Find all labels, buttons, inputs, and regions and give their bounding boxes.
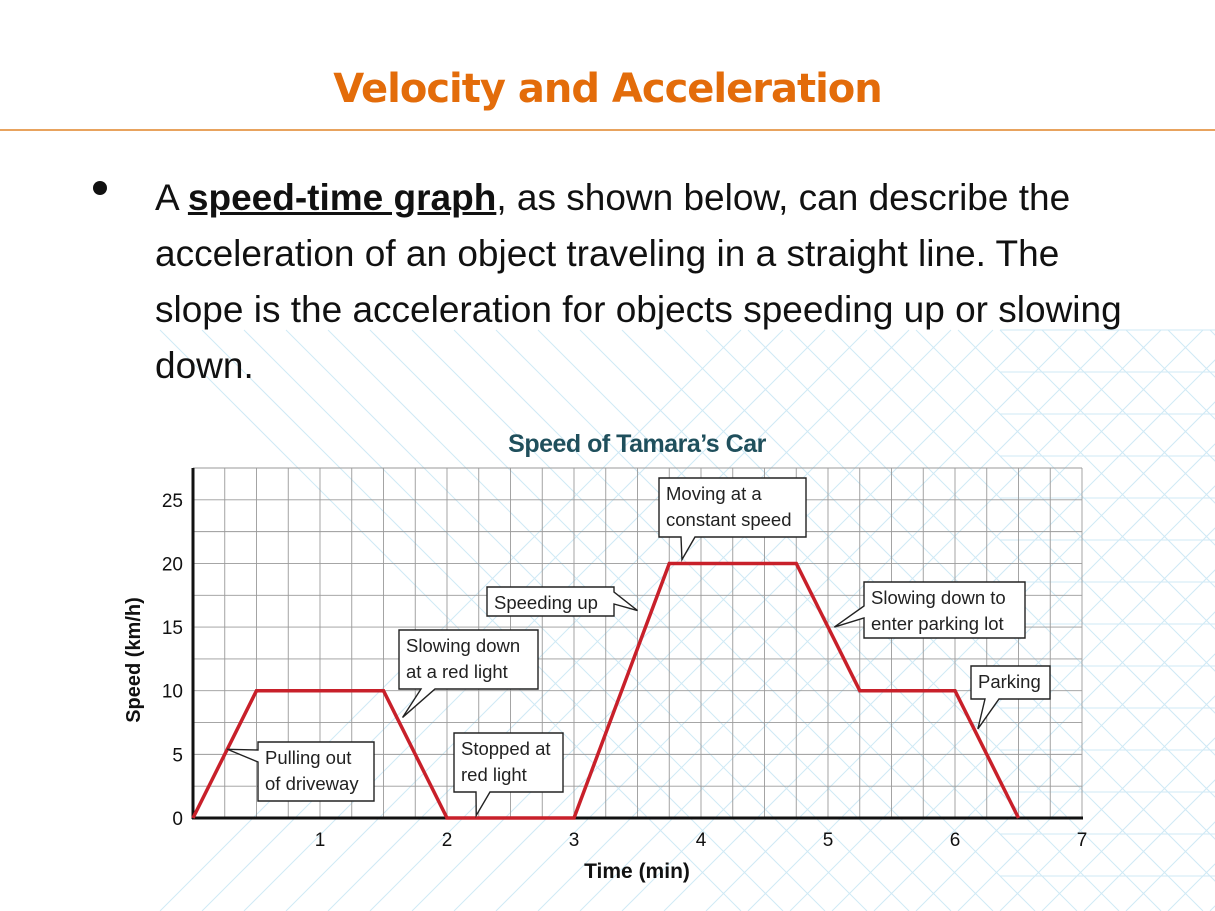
callout-text: constant speed	[666, 509, 791, 530]
x-tick-label: 4	[696, 830, 707, 851]
callout-box	[970, 665, 1051, 730]
callout-text: red light	[461, 764, 527, 785]
y-tick-label: 20	[162, 554, 183, 575]
callout-text: Stopped at	[461, 738, 551, 759]
y-axis-label: Speed (km/h)	[123, 597, 145, 723]
callout: Parking	[970, 665, 1051, 730]
callout-box	[398, 629, 539, 718]
callout: Pulling out of driveway	[227, 741, 375, 802]
bullet-prefix: A	[155, 177, 188, 218]
x-tick-label: 3	[569, 830, 580, 851]
bullet-paragraph: A speed-time graph, as shown below, can …	[155, 170, 1145, 394]
callout-box	[227, 741, 375, 802]
callout-box	[658, 477, 807, 563]
callout: Speeding up	[486, 586, 638, 617]
callout: Slowing down at a red light	[398, 629, 539, 718]
callout-text: Slowing down to	[871, 587, 1006, 608]
y-tick-label: 10	[162, 682, 183, 703]
callout-box	[453, 732, 564, 818]
slide-title: Velocity and Acceleration	[333, 66, 883, 112]
x-tick-label: 5	[823, 830, 834, 851]
callout: Moving at a constant speed	[658, 477, 807, 563]
x-tick-label: 1	[315, 830, 326, 851]
callout-text: Pulling out	[265, 747, 351, 768]
speed-series-line	[191, 561, 1021, 820]
bullet-term: speed-time graph	[187, 177, 497, 218]
chart-title: Speed of Tamara’s Car	[508, 430, 766, 458]
callout-text: enter parking lot	[871, 613, 1004, 634]
callout-text: Parking	[978, 671, 1041, 692]
x-tick-label: 7	[1077, 830, 1088, 851]
x-axis-label: Time (min)	[584, 860, 690, 883]
callout-text: of driveway	[265, 773, 359, 794]
callout-box	[486, 586, 638, 617]
y-tick-label: 5	[172, 745, 183, 766]
callout-text: Slowing down	[406, 635, 520, 656]
x-tick-label: 6	[950, 830, 961, 851]
bullet-rest: , as shown below, can describe the accel…	[155, 177, 1122, 386]
callout-text: Moving at a	[666, 483, 762, 504]
x-tick-label: 2	[442, 830, 453, 851]
y-tick-label: 0	[172, 809, 183, 830]
title-divider	[0, 129, 1215, 131]
callout-box	[833, 581, 1026, 639]
callout: Stopped at red light	[453, 732, 564, 818]
bullet-marker	[93, 181, 107, 195]
y-tick-label: 15	[162, 618, 183, 639]
callout: Slowing down to enter parking lot	[833, 581, 1026, 639]
callout-text: at a red light	[406, 661, 508, 682]
y-tick-label: 25	[162, 491, 183, 512]
callout-text: Speeding up	[494, 592, 598, 613]
